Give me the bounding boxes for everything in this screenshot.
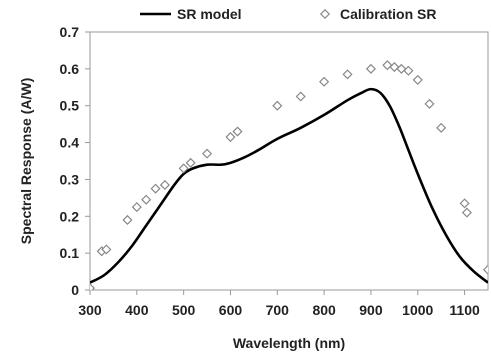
x-tick-label: 1100 [449, 302, 480, 318]
y-tick-label: 0.7 [60, 24, 80, 40]
calibration-point [461, 207, 472, 218]
calibration-point [403, 65, 414, 76]
calibration-point [272, 100, 283, 111]
calibration-point [382, 60, 393, 71]
calibration-point [90, 283, 96, 290]
calibration-point [178, 163, 189, 174]
y-tick-label: 0.3 [60, 171, 80, 187]
y-tick-label: 0.5 [60, 98, 80, 114]
calibration-point [389, 61, 400, 73]
plot-area-frame [89, 31, 489, 291]
y-tick-label: 0 [71, 282, 79, 298]
legend-diamond-swatch [319, 8, 331, 20]
x-tick-label: 900 [359, 302, 383, 318]
calibration-point [159, 179, 170, 191]
y-tick-label: 0.4 [60, 135, 80, 151]
y-tick-label: 0.2 [60, 208, 80, 224]
calibration-point [424, 98, 435, 109]
calibration-point [436, 122, 447, 133]
calibration-point [365, 63, 376, 74]
calibration-point [295, 91, 306, 102]
calibration-point [342, 69, 353, 80]
calibration-point [459, 198, 470, 209]
x-tick-label: 800 [312, 302, 336, 318]
calibration-point [185, 157, 196, 168]
series-0 [90, 87, 488, 284]
legend-label-calibration-sr: Calibration SR [340, 6, 436, 22]
calibration-point [202, 148, 213, 159]
x-tick-label: 1000 [402, 302, 433, 318]
calibration-point [141, 194, 152, 205]
calibration-point [150, 183, 161, 194]
calibration-point [319, 76, 330, 87]
x-tick-label: 400 [125, 302, 149, 318]
x-axis-label: Wavelength (nm) [233, 335, 345, 351]
calibration-point [412, 74, 423, 85]
legend-label-sr-model: SR model [177, 6, 242, 22]
x-tick-label: 600 [219, 302, 243, 318]
calibration-point [131, 202, 142, 213]
y-tick-label: 0.6 [60, 61, 80, 77]
calibration-point [101, 244, 112, 255]
x-tick-label: 300 [78, 302, 102, 318]
y-tick-label: 0.1 [60, 245, 80, 261]
y-axis-label: Spectral Response (A/W) [18, 78, 34, 244]
series-1 [90, 60, 488, 290]
x-tick-label: 500 [172, 302, 196, 318]
calibration-point [396, 63, 407, 74]
calibration-point [482, 264, 488, 275]
calibration-point [122, 214, 133, 226]
calibration-point [225, 131, 236, 143]
sr-model-line [90, 87, 488, 284]
x-tick-label: 700 [266, 302, 290, 318]
legend: SR model Calibration SR [140, 6, 436, 22]
calibration-point [232, 126, 243, 137]
